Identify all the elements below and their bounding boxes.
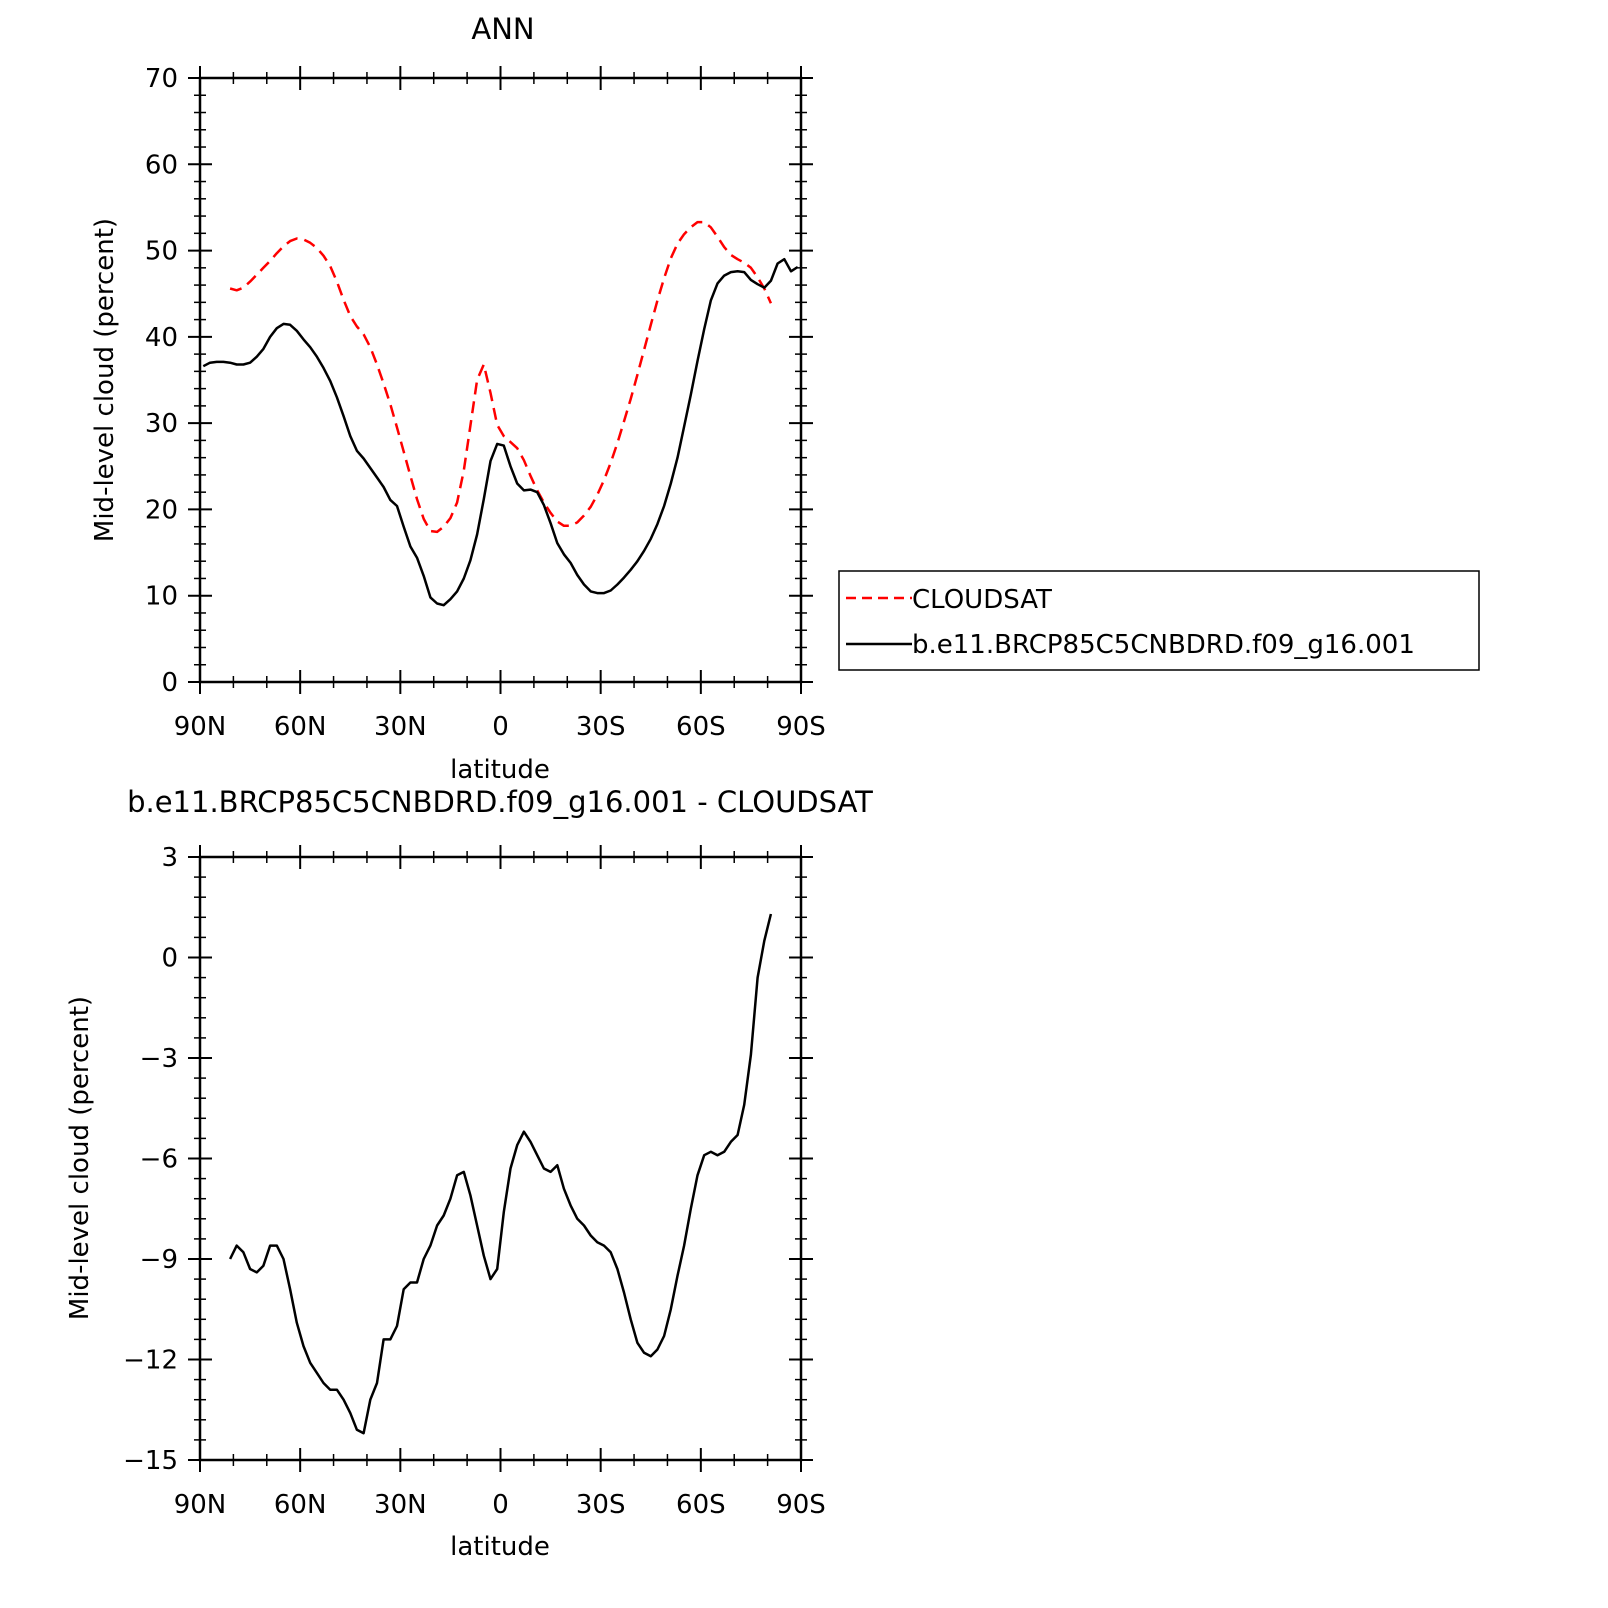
top-panel-y-tick-label: 20 [145, 495, 178, 525]
legend: CLOUDSAT b.e11.BRCP85C5CNBDRD.f09_g16.00… [838, 570, 1480, 671]
bottom-panel-title: b.e11.BRCP85C5CNBDRD.f09_g16.001 - CLOUD… [127, 785, 873, 819]
top-panel-y-tick-label: 70 [145, 64, 178, 94]
legend-label-cloudsat: CLOUDSAT [912, 585, 1052, 615]
bottom-panel-y-axis-label: Mid-level cloud (percent) [65, 996, 95, 1320]
top-panel-y-tick-label: 40 [145, 323, 178, 353]
top-panel-y-tick-label: 30 [145, 409, 178, 439]
top-panel-x-tick-label: 60N [274, 712, 327, 742]
bottom-panel-frame [198, 855, 803, 1462]
top-panel-y-tick-label: 0 [161, 668, 178, 698]
top-panel-y-tick-label: 10 [145, 582, 178, 612]
bottom-panel-y-tick-label: −9 [140, 1245, 178, 1275]
bottom-panel-y-tick-label: 3 [161, 843, 178, 873]
legend-label-model: b.e11.BRCP85C5CNBDRD.f09_g16.001 [912, 630, 1415, 660]
top-panel-x-tick-label: 60S [676, 712, 726, 742]
bottom-panel-x-tick-label: 0 [492, 1490, 509, 1520]
top-panel-x-axis-label: latitude [450, 755, 550, 785]
bottom-panel-x-axis-label: latitude [450, 1532, 550, 1562]
bottom-panel-ticks: −15 −12 −9 −6 −3 0 3 90N 60N 30N 0 30S 60S 90S [123, 843, 826, 1520]
top-panel-plot-area: 0 10 20 30 40 50 60 70 90N 60N 30N 0 30S 60S 90S [145, 64, 826, 742]
top-panel-y-axis-label: Mid-level cloud (percent) [90, 218, 120, 542]
bottom-panel-series [228, 913, 773, 1435]
top-panel-x-tick-label: 30S [576, 712, 626, 742]
bottom-panel-y-tick-label: −15 [123, 1446, 178, 1476]
top-panel-series [202, 220, 799, 607]
top-panel-ticks: 0 10 20 30 40 50 60 70 90N 60N 30N 0 30S 60S 90S [145, 64, 826, 742]
bottom-panel: b.e11.BRCP85C5CNBDRD.f09_g16.001 - CLOUD… [65, 785, 873, 1562]
top-panel-frame [198, 76, 803, 684]
top-panel-title: ANN [471, 12, 534, 46]
bottom-panel-y-tick-label: 0 [161, 944, 178, 974]
bottom-panel-series-difference-line [228, 913, 773, 1435]
top-panel-x-tick-label: 30N [374, 712, 427, 742]
top-panel-y-tick-label: 50 [145, 237, 178, 267]
top-panel-series-cloudsat-line [229, 220, 773, 534]
bottom-panel-y-tick-label: −6 [140, 1145, 178, 1175]
bottom-panel-x-tick-label: 90S [776, 1490, 826, 1520]
top-panel-y-tick-label: 60 [145, 150, 178, 180]
top-panel-x-tick-label: 0 [492, 712, 509, 742]
bottom-panel-plot-area: −15 −12 −9 −6 −3 0 3 90N 60N 30N 0 30S 60S 90S [123, 843, 826, 1520]
bottom-panel-y-tick-label: −3 [140, 1044, 178, 1074]
top-panel-x-tick-label: 90N [174, 712, 227, 742]
top-panel-x-tick-label: 90S [776, 712, 826, 742]
legend-box [838, 570, 1480, 671]
bottom-panel-x-tick-label: 90N [174, 1490, 227, 1520]
bottom-panel-x-tick-label: 30S [576, 1490, 626, 1520]
bottom-panel-x-tick-label: 60S [676, 1490, 726, 1520]
bottom-panel-x-tick-label: 60N [274, 1490, 327, 1520]
bottom-panel-x-tick-label: 30N [374, 1490, 427, 1520]
top-panel-series-b-e11-brcp85c5cnbdrd-f09-g16-001-line [202, 257, 799, 607]
top-panel: ANN 0 10 20 30 40 50 60 70 90N 60N 30N 0 30S 60S 90S M… [90, 12, 826, 785]
bottom-panel-y-tick-label: −12 [123, 1346, 178, 1376]
